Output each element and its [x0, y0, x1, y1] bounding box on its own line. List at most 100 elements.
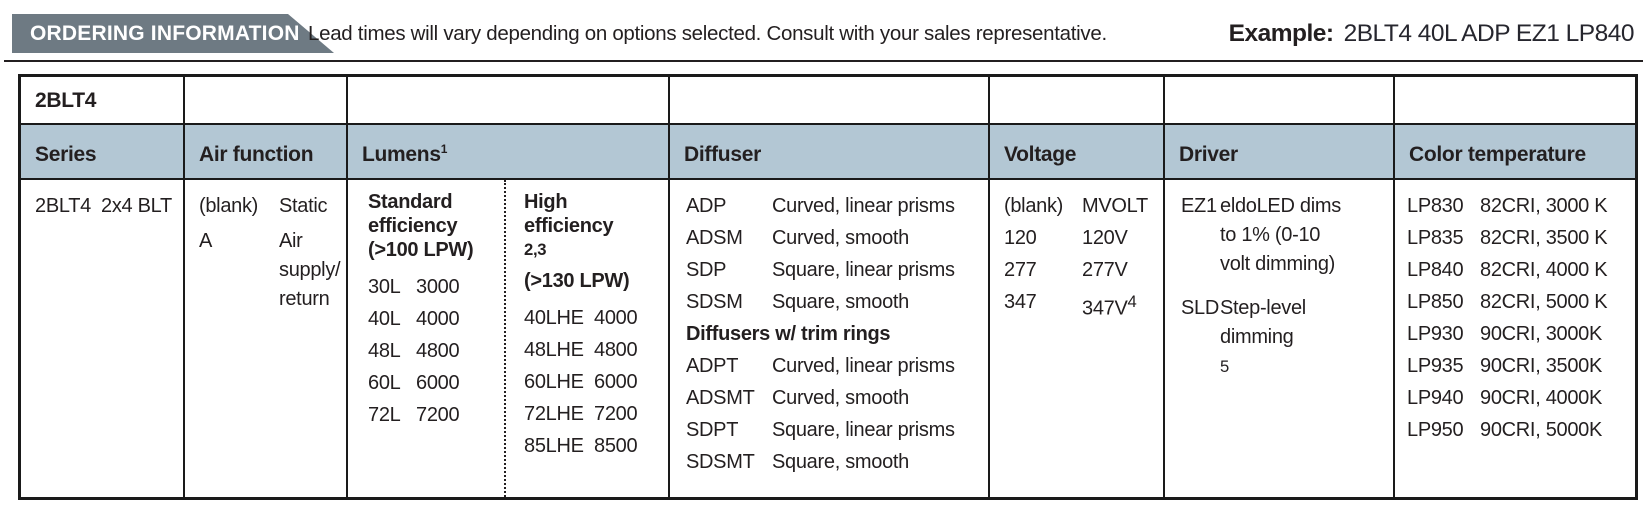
option-row: 48L 4800 — [368, 335, 504, 367]
option-row: LP940 90CRI, 4000K — [1407, 382, 1635, 414]
option-value: 6000 — [594, 370, 638, 393]
option-desc: Square, smooth — [772, 291, 909, 313]
option-code: LP850 — [1407, 291, 1464, 313]
option-desc: Square, linear prisms — [772, 419, 955, 441]
option-desc: Square, smooth — [772, 451, 909, 473]
standard-efficiency-heading: Standard efficiency (>100 LPW) — [368, 191, 474, 261]
header-label: Driver — [1179, 143, 1238, 166]
option-desc: 90CRI, 3500K — [1480, 355, 1603, 377]
color-temperature-cell: LP830 82CRI, 3000 K LP835 82CRI, 3500 K LP… — [1395, 180, 1635, 497]
banner-title: ORDERING INFORMATION — [30, 21, 300, 45]
option-desc: MVOLT — [1082, 195, 1148, 217]
option-desc: 90CRI, 3000K — [1480, 323, 1603, 345]
column-header-voltage: Voltage — [990, 125, 1165, 180]
option-desc: Static — [279, 195, 328, 217]
option-value: 4800 — [594, 338, 638, 361]
column-header-driver: Driver — [1165, 125, 1395, 180]
option-row: 277 277V — [1004, 254, 1163, 286]
option-row: A Air supply/ return — [199, 225, 346, 314]
empty-cell — [1395, 77, 1635, 125]
option-desc: 82CRI, 3500 K — [1480, 227, 1608, 249]
option-code: 277 — [1004, 259, 1037, 281]
option-code: 72LHE — [524, 402, 584, 425]
option-row: 30L 3000 — [368, 271, 504, 303]
option-desc: 90CRI, 5000K — [1480, 419, 1603, 441]
option-value: 7200 — [416, 404, 460, 426]
option-row: LP930 90CRI, 3000K — [1407, 318, 1635, 350]
column-header-diffuser: Diffuser — [670, 125, 990, 180]
option-value: 6000 — [416, 372, 460, 394]
option-row: LP835 82CRI, 3500 K — [1407, 222, 1635, 254]
header-label: Lumens1 — [362, 142, 448, 166]
voltage-cell: (blank) MVOLT 120 120V 277 277V 347 347V4 — [990, 180, 1165, 497]
option-code: 40LHE — [524, 306, 584, 329]
empty-cell — [670, 77, 990, 125]
ordering-table: 2BLT4 Series Air function Lumens1 Diffus… — [18, 74, 1638, 500]
option-desc: Curved, smooth — [772, 227, 909, 249]
high-efficiency-heading: High efficiency 2,3 (>130 LPW) — [524, 191, 630, 292]
option-row: 60L 6000 — [368, 367, 504, 399]
option-code: 30L — [368, 276, 401, 298]
option-desc: Step-level dimming 5 — [1220, 297, 1306, 376]
option-code: ADP — [686, 195, 727, 217]
header-label: Color temperature — [1409, 143, 1586, 166]
option-code: LP935 — [1407, 355, 1464, 377]
option-code: LP840 — [1407, 259, 1464, 281]
option-row: 40LHE 4000 — [524, 302, 668, 334]
option-desc: 82CRI, 5000 K — [1480, 291, 1608, 313]
option-row: 40L 4000 — [368, 303, 504, 335]
option-row: LP950 90CRI, 5000K — [1407, 414, 1635, 446]
option-value: 4000 — [416, 308, 460, 330]
option-row: LP830 82CRI, 3000 K — [1407, 190, 1635, 222]
option-desc: 120V — [1082, 227, 1128, 249]
option-code: LP835 — [1407, 227, 1464, 249]
air-function-cell: (blank) Static A Air supply/ return — [185, 180, 348, 497]
ordering-information-banner: ORDERING INFORMATION — [12, 14, 334, 53]
empty-cell — [185, 77, 348, 125]
option-desc: eldoLED dims to 1% (0-10 volt dimming) — [1220, 195, 1341, 275]
option-desc: 82CRI, 3000 K — [1480, 195, 1608, 217]
option-value: 8500 — [594, 434, 638, 457]
option-code: (blank) — [1004, 195, 1064, 217]
option-code: (blank) — [199, 195, 259, 217]
option-code: 48LHE — [524, 338, 584, 361]
option-code: A — [199, 230, 213, 252]
option-desc: 2x4 BLT — [101, 195, 172, 217]
option-code: 60L — [368, 372, 401, 394]
footnote-marker: 5 — [1220, 357, 1229, 376]
option-row: ADPT Curved, linear prisms — [686, 350, 988, 382]
option-desc: Curved, smooth — [772, 387, 909, 409]
option-code: 2BLT4 — [35, 195, 91, 217]
footnote-marker: 4 — [1127, 292, 1137, 311]
header-rule — [4, 60, 1643, 62]
option-row: 60LHE 6000 — [524, 366, 668, 398]
example-label: Example: — [1228, 20, 1334, 47]
option-code: 72L — [368, 404, 401, 426]
lumens-cell: Standard efficiency (>100 LPW) 30L 3000 4… — [348, 180, 670, 497]
option-code: 347 — [1004, 291, 1037, 313]
option-row: LP840 82CRI, 4000 K — [1407, 254, 1635, 286]
column-header-color-temperature: Color temperature — [1395, 125, 1635, 180]
option-code: LP830 — [1407, 195, 1464, 217]
example-line: Example: 2BLT4 40L ADP EZ1 LP840 — [1228, 15, 1635, 53]
empty-cell — [1165, 77, 1395, 125]
option-code: ADSM — [686, 227, 743, 249]
diffuser-trim-rings-subheading: Diffusers w/ trim rings — [686, 323, 891, 345]
footnote-marker: 2,3 — [524, 240, 547, 259]
option-code: ADSMT — [686, 387, 755, 409]
option-code: LP950 — [1407, 419, 1464, 441]
diffuser-cell: ADP Curved, linear prisms ADSM Curved, smo… — [670, 180, 990, 497]
option-row: SDSM Square, smooth — [686, 286, 988, 318]
option-code: SLD — [1181, 297, 1220, 319]
lumens-standard-subcolumn: Standard efficiency (>100 LPW) 30L 3000 4… — [348, 180, 504, 497]
option-code: SDSMT — [686, 451, 755, 473]
option-code: EZ1 — [1181, 195, 1217, 217]
empty-cell — [348, 77, 670, 125]
option-row: 85LHE 8500 — [524, 430, 668, 462]
option-row: (blank) Static — [199, 190, 346, 222]
option-desc: 82CRI, 4000 K — [1480, 259, 1608, 281]
option-code: 120 — [1004, 227, 1037, 249]
option-row: (blank) MVOLT — [1004, 190, 1163, 222]
option-code: SDP — [686, 259, 727, 281]
option-code: LP940 — [1407, 387, 1464, 409]
